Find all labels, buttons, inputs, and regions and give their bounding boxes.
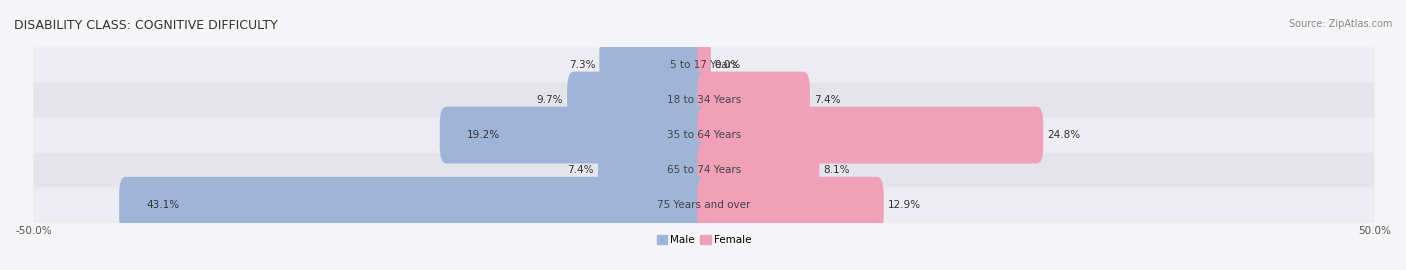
FancyBboxPatch shape [697, 36, 710, 93]
Text: 65 to 74 Years: 65 to 74 Years [666, 165, 741, 175]
FancyBboxPatch shape [120, 177, 710, 234]
Text: 0.0%: 0.0% [714, 60, 741, 70]
Text: 18 to 34 Years: 18 to 34 Years [666, 95, 741, 105]
FancyBboxPatch shape [34, 188, 1375, 223]
FancyBboxPatch shape [598, 142, 710, 198]
Text: Source: ZipAtlas.com: Source: ZipAtlas.com [1288, 19, 1392, 29]
FancyBboxPatch shape [440, 107, 710, 164]
Text: 43.1%: 43.1% [146, 200, 179, 210]
Text: 24.8%: 24.8% [1047, 130, 1080, 140]
FancyBboxPatch shape [34, 153, 1375, 188]
FancyBboxPatch shape [34, 82, 1375, 117]
FancyBboxPatch shape [567, 72, 710, 129]
Legend: Male, Female: Male, Female [652, 231, 755, 249]
Text: 5 to 17 Years: 5 to 17 Years [671, 60, 738, 70]
Text: 9.7%: 9.7% [537, 95, 564, 105]
Text: 75 Years and over: 75 Years and over [657, 200, 751, 210]
FancyBboxPatch shape [34, 117, 1375, 153]
FancyBboxPatch shape [697, 107, 1043, 164]
Text: 19.2%: 19.2% [467, 130, 499, 140]
Text: 7.4%: 7.4% [814, 95, 841, 105]
Text: 8.1%: 8.1% [824, 165, 849, 175]
Text: 12.9%: 12.9% [887, 200, 921, 210]
Text: 7.3%: 7.3% [569, 60, 595, 70]
FancyBboxPatch shape [697, 142, 820, 198]
FancyBboxPatch shape [697, 72, 810, 129]
Text: 35 to 64 Years: 35 to 64 Years [666, 130, 741, 140]
Text: 7.4%: 7.4% [568, 165, 593, 175]
FancyBboxPatch shape [697, 177, 883, 234]
FancyBboxPatch shape [599, 36, 710, 93]
Text: DISABILITY CLASS: COGNITIVE DIFFICULTY: DISABILITY CLASS: COGNITIVE DIFFICULTY [14, 19, 278, 32]
FancyBboxPatch shape [34, 48, 1375, 82]
